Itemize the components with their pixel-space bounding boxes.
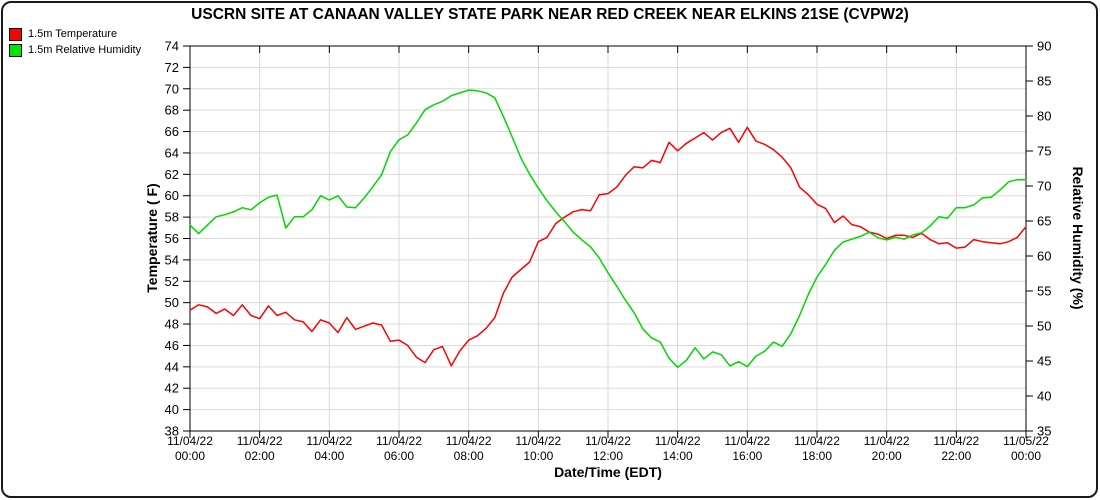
svg-text:50: 50 — [1037, 319, 1051, 334]
svg-text:11/04/22: 11/04/22 — [446, 434, 492, 448]
svg-text:11/04/22: 11/04/22 — [237, 434, 283, 448]
svg-text:60: 60 — [165, 188, 179, 203]
y-left-axis-title: Temperature ( F) — [144, 183, 160, 292]
svg-text:00:00: 00:00 — [175, 449, 205, 463]
temperature-swatch — [9, 27, 22, 41]
svg-text:42: 42 — [165, 381, 179, 396]
svg-text:08:00: 08:00 — [454, 449, 484, 463]
svg-text:14:00: 14:00 — [663, 449, 693, 463]
svg-text:85: 85 — [1037, 74, 1051, 89]
svg-text:11/04/22: 11/04/22 — [515, 434, 561, 448]
svg-text:11/04/22: 11/04/22 — [376, 434, 422, 448]
svg-text:11/04/22: 11/04/22 — [655, 434, 701, 448]
y-right-axis-title: Relative Humidity (%) — [1070, 166, 1086, 309]
svg-text:11/04/22: 11/04/22 — [585, 434, 631, 448]
svg-text:12:00: 12:00 — [593, 449, 623, 463]
svg-text:22:00: 22:00 — [941, 449, 971, 463]
svg-text:11/04/22: 11/04/22 — [864, 434, 910, 448]
svg-text:80: 80 — [1037, 109, 1051, 124]
svg-text:18:00: 18:00 — [802, 449, 832, 463]
svg-text:68: 68 — [165, 103, 179, 118]
svg-text:10:00: 10:00 — [523, 449, 553, 463]
legend-label-temperature: 1.5m Temperature — [28, 28, 118, 40]
svg-text:75: 75 — [1037, 144, 1051, 159]
svg-text:46: 46 — [165, 338, 179, 353]
svg-text:00:00: 00:00 — [1011, 449, 1041, 463]
svg-text:44: 44 — [165, 359, 179, 374]
svg-text:66: 66 — [165, 124, 179, 139]
chart-title: USCRN SITE AT CANAAN VALLEY STATE PARK N… — [191, 6, 909, 23]
svg-text:40: 40 — [165, 402, 179, 417]
svg-text:11/04/22: 11/04/22 — [167, 434, 213, 448]
svg-text:65: 65 — [1037, 214, 1051, 229]
legend-label-humidity: 1.5m Relative Humidity — [28, 44, 142, 56]
svg-text:54: 54 — [165, 252, 179, 267]
svg-text:50: 50 — [165, 295, 179, 310]
svg-text:70: 70 — [165, 81, 179, 96]
svg-text:60: 60 — [1037, 249, 1051, 264]
svg-text:45: 45 — [1037, 354, 1051, 369]
svg-text:55: 55 — [1037, 284, 1051, 299]
svg-text:20:00: 20:00 — [872, 449, 902, 463]
x-axis-title: Date/Time (EDT) — [554, 464, 662, 480]
svg-text:02:00: 02:00 — [245, 449, 275, 463]
svg-text:72: 72 — [165, 60, 179, 75]
svg-text:48: 48 — [165, 317, 179, 332]
svg-text:70: 70 — [1037, 179, 1051, 194]
svg-text:64: 64 — [165, 145, 179, 160]
svg-text:16:00: 16:00 — [732, 449, 762, 463]
legend-item-temperature: 1.5m Temperature — [9, 26, 141, 42]
svg-text:40: 40 — [1037, 389, 1051, 404]
svg-text:06:00: 06:00 — [384, 449, 414, 463]
svg-text:38: 38 — [165, 424, 179, 439]
svg-text:11/04/22: 11/04/22 — [724, 434, 770, 448]
svg-text:74: 74 — [165, 39, 179, 54]
svg-text:62: 62 — [165, 167, 179, 182]
legend: 1.5m Temperature 1.5m Relative Humidity — [9, 26, 141, 58]
humidity-swatch — [9, 43, 22, 57]
svg-text:11/05/22: 11/05/22 — [1003, 434, 1049, 448]
svg-text:11/04/22: 11/04/22 — [794, 434, 840, 448]
svg-text:52: 52 — [165, 274, 179, 289]
svg-text:11/04/22: 11/04/22 — [306, 434, 352, 448]
svg-text:58: 58 — [165, 210, 179, 225]
svg-text:04:00: 04:00 — [314, 449, 344, 463]
svg-text:35: 35 — [1037, 424, 1051, 439]
svg-text:56: 56 — [165, 231, 179, 246]
legend-item-humidity: 1.5m Relative Humidity — [9, 42, 141, 58]
svg-text:90: 90 — [1037, 39, 1051, 54]
svg-text:11/04/22: 11/04/22 — [933, 434, 979, 448]
